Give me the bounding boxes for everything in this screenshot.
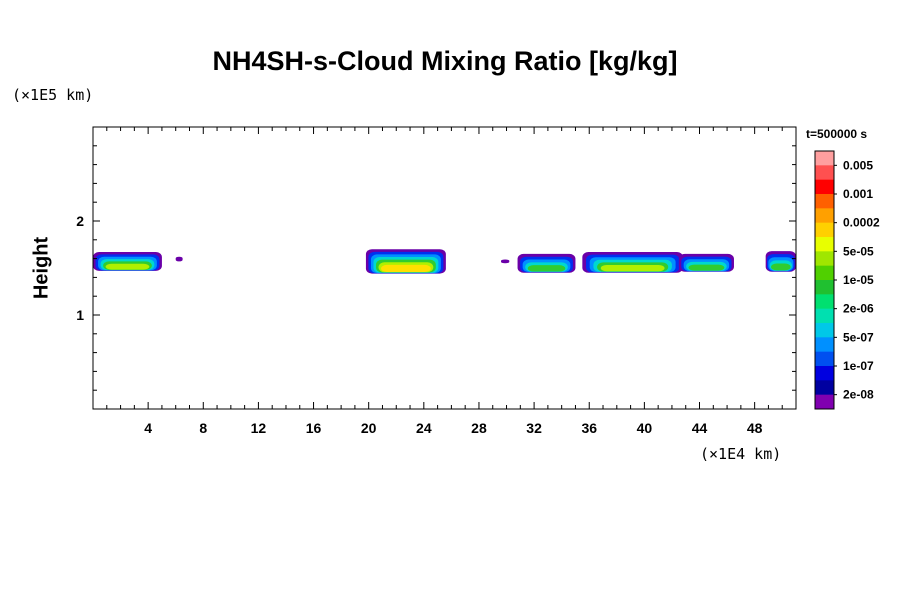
x-tick-label: 32 — [526, 420, 542, 436]
colorbar-swatch — [815, 151, 834, 166]
x-tick-label: 36 — [581, 420, 597, 436]
colorbar-label: 5e-07 — [843, 330, 874, 344]
colorbar-label: 1e-05 — [843, 273, 874, 287]
cloud-band-8 — [771, 263, 791, 271]
colorbar-swatch — [815, 394, 834, 410]
cloud-band-7 — [688, 264, 725, 271]
colorbar-swatch — [815, 351, 834, 367]
cloud-layer — [93, 249, 796, 274]
colorbar-swatch — [815, 380, 834, 396]
colorbar-swatch — [815, 194, 834, 209]
cloud-band-5 — [527, 265, 566, 272]
chart-title: NH4SH-s-Cloud Mixing Ratio [kg/kg] — [212, 46, 678, 76]
x-tick-label: 20 — [361, 420, 377, 436]
colorbar-swatch — [815, 251, 834, 267]
plot-frame — [92, 126, 797, 410]
time-label: t=500000 s — [806, 127, 868, 141]
colorbar-label: 1e-07 — [843, 359, 874, 373]
cloud-band-4 — [501, 259, 510, 264]
colorbar-label: 0.005 — [843, 158, 873, 172]
y-tick-label: 2 — [76, 213, 84, 229]
colorbar-swatch — [815, 294, 834, 310]
colorbar-swatch — [815, 265, 834, 281]
colorbar-label: 2e-06 — [843, 302, 874, 316]
y-unit-label: (×1E5 km) — [12, 86, 94, 104]
colorbar-label: 5e-05 — [843, 244, 874, 258]
x-tick-label: 44 — [692, 420, 708, 436]
colorbar-swatch — [815, 237, 834, 252]
colorbar-swatch — [815, 308, 834, 324]
cloud-band-2 — [175, 256, 183, 262]
x-tick-label: 12 — [251, 420, 267, 436]
colorbar-swatch — [815, 366, 834, 381]
cloud-band-3 — [381, 264, 431, 272]
x-tick-label: 24 — [416, 420, 432, 436]
colorbar-label: 0.001 — [843, 187, 873, 201]
colorbar-swatch — [815, 323, 834, 338]
colorbar-swatch — [815, 165, 834, 181]
colorbar-swatch — [815, 337, 834, 353]
x-tick-label: 4 — [144, 420, 152, 436]
x-tick-label: 40 — [637, 420, 653, 436]
cloud-band-6 — [600, 264, 665, 272]
colorbar: 0.005 0.001 0.0002 5e-05 1e-05 2e-06 5e-07 1e-0… — [814, 150, 880, 410]
x-tick-label: 28 — [471, 420, 487, 436]
y-tick-label: 1 — [76, 307, 84, 323]
x-tick-label: 8 — [199, 420, 207, 436]
colorbar-label: 0.0002 — [843, 216, 880, 230]
x-tick-label: 48 — [747, 420, 763, 436]
colorbar-swatch — [815, 208, 834, 224]
colorbar-swatch — [815, 280, 834, 295]
colorbar-label: 2e-08 — [843, 388, 874, 402]
colorbar-swatch — [815, 179, 834, 195]
x-unit-label: (×1E4 km) — [700, 445, 782, 463]
colorbar-swatch — [815, 222, 834, 238]
x-tick-label: 16 — [306, 420, 322, 436]
cloud-band-1 — [105, 263, 150, 270]
